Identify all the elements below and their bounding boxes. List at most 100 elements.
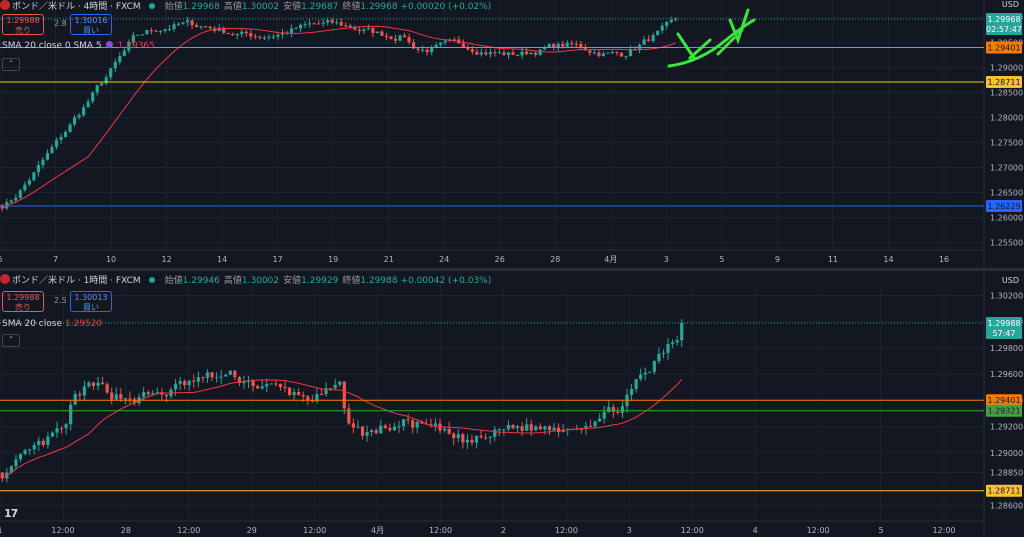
x-tick-label: 3 bbox=[664, 255, 669, 264]
candle-body bbox=[506, 424, 511, 430]
candle-body bbox=[283, 387, 287, 389]
candle-body bbox=[370, 430, 374, 432]
candle-body bbox=[149, 30, 154, 32]
candle-body bbox=[497, 429, 501, 431]
x-tick-label: 5 bbox=[719, 255, 724, 264]
candle-body bbox=[620, 406, 625, 413]
candle-body bbox=[651, 35, 655, 41]
x-tick-label: 12 bbox=[161, 255, 171, 264]
candle-body bbox=[656, 30, 660, 36]
candle-body bbox=[23, 184, 27, 191]
candle-body bbox=[607, 407, 611, 413]
candle-body bbox=[195, 25, 199, 27]
x-tick-label: 28 bbox=[121, 526, 131, 535]
candle-body bbox=[271, 36, 276, 38]
chart-canvas-4h[interactable]: 1.300001.295001.290001.285001.280001.275… bbox=[0, 0, 1024, 268]
candle-body bbox=[433, 423, 438, 426]
candle-body bbox=[383, 425, 387, 428]
candle-body bbox=[479, 52, 483, 55]
candle-body bbox=[109, 68, 113, 78]
candle-body bbox=[374, 430, 378, 434]
candle-body bbox=[538, 49, 542, 55]
price-label: 1.29401 bbox=[987, 43, 1020, 52]
candle-body bbox=[176, 23, 181, 25]
low-label: 安値 bbox=[283, 2, 302, 12]
candle-body bbox=[597, 52, 601, 57]
close-label: 終値 bbox=[342, 276, 361, 286]
candle-body bbox=[543, 47, 547, 50]
candle-body bbox=[201, 377, 205, 379]
candle-body bbox=[95, 85, 99, 93]
candle-body bbox=[226, 32, 230, 35]
candle-body bbox=[616, 411, 620, 413]
indicator-settings-icon[interactable] bbox=[105, 41, 113, 48]
candle-body bbox=[46, 436, 50, 445]
buy-button[interactable]: 1.30013 買い bbox=[70, 291, 112, 312]
symbol-title[interactable]: ポンド／米ドル · 4時間 · FXCM bbox=[12, 2, 141, 12]
candle-body bbox=[151, 392, 155, 395]
pane-divider[interactable] bbox=[0, 268, 1024, 271]
candle-body bbox=[406, 419, 410, 421]
indicator-legend-1h[interactable]: SMA 20 close 1.29520 bbox=[2, 319, 103, 329]
candle-body bbox=[55, 428, 59, 433]
price-label-box bbox=[986, 41, 1022, 54]
candle-body bbox=[375, 31, 380, 34]
candle-body bbox=[552, 43, 556, 48]
drawing-check bbox=[728, 8, 750, 45]
candle-body bbox=[289, 28, 294, 34]
buy-button[interactable]: 1.30016 買い bbox=[70, 14, 112, 35]
candle-body bbox=[204, 26, 208, 28]
candle-body bbox=[524, 51, 529, 55]
candle-body bbox=[185, 20, 190, 23]
chart-pane-1h[interactable]: 1.302001.300001.298001.296001.294001.292… bbox=[0, 271, 1024, 537]
candle-body bbox=[634, 379, 638, 390]
candle-body bbox=[205, 372, 210, 378]
x-tick-label: 10 bbox=[106, 255, 116, 264]
candle-body bbox=[397, 426, 401, 428]
candle-body bbox=[91, 382, 96, 386]
candle-body bbox=[128, 398, 132, 400]
symbol-title[interactable]: ポンド／米ドル · 1時間 · FXCM bbox=[12, 276, 141, 286]
indicator-legend-4h[interactable]: SMA 20 close 0 SMA 5 1.29365 bbox=[2, 41, 155, 51]
y-tick-label: 1.28600 bbox=[990, 501, 1023, 510]
sell-button[interactable]: 1.29988 売り bbox=[2, 14, 44, 35]
countdown-label: 57:47 bbox=[992, 329, 1015, 338]
high-value: 1.30002 bbox=[241, 276, 280, 286]
candle-body bbox=[534, 426, 538, 431]
candle-body bbox=[344, 25, 348, 27]
chart-pane-4h[interactable]: 1.300001.295001.290001.285001.280001.275… bbox=[0, 0, 1024, 268]
x-tick-label: 12:00 bbox=[177, 526, 200, 535]
candle-body bbox=[50, 432, 55, 437]
candle-body bbox=[136, 34, 140, 36]
collapse-legend-button[interactable]: ⌃ bbox=[2, 58, 20, 71]
candle-body bbox=[244, 31, 248, 34]
sell-button[interactable]: 1.29988 売り bbox=[2, 291, 44, 312]
candle-body bbox=[68, 124, 72, 133]
candle-body bbox=[493, 429, 497, 437]
candle-body bbox=[32, 444, 36, 450]
candle-body bbox=[348, 25, 352, 28]
collapse-legend-button[interactable]: ⌃ bbox=[2, 334, 20, 347]
candle-body bbox=[434, 44, 438, 48]
x-tick-label: 12:00 bbox=[303, 526, 326, 535]
x-tick-label: 5 bbox=[0, 255, 3, 264]
candle-body bbox=[73, 394, 77, 405]
candle-body bbox=[669, 20, 673, 23]
candle-body bbox=[9, 466, 13, 473]
candle-body bbox=[298, 24, 303, 29]
candle-body bbox=[666, 344, 670, 353]
candle-body bbox=[488, 52, 493, 55]
candle-body bbox=[411, 420, 415, 428]
candle-body bbox=[342, 381, 346, 409]
currency-selector[interactable]: USD bbox=[1001, 276, 1019, 285]
candle-body bbox=[164, 394, 169, 397]
currency-selector[interactable]: USD bbox=[1001, 0, 1019, 9]
candle-body bbox=[362, 29, 366, 31]
candle-body bbox=[219, 376, 223, 378]
candle-body bbox=[110, 392, 114, 400]
candle-body bbox=[173, 383, 178, 390]
candle-body bbox=[196, 377, 200, 382]
candle-body bbox=[529, 52, 533, 55]
candle-body bbox=[601, 53, 606, 57]
chart-canvas-1h[interactable]: 1.302001.300001.298001.296001.294001.292… bbox=[0, 271, 1024, 537]
